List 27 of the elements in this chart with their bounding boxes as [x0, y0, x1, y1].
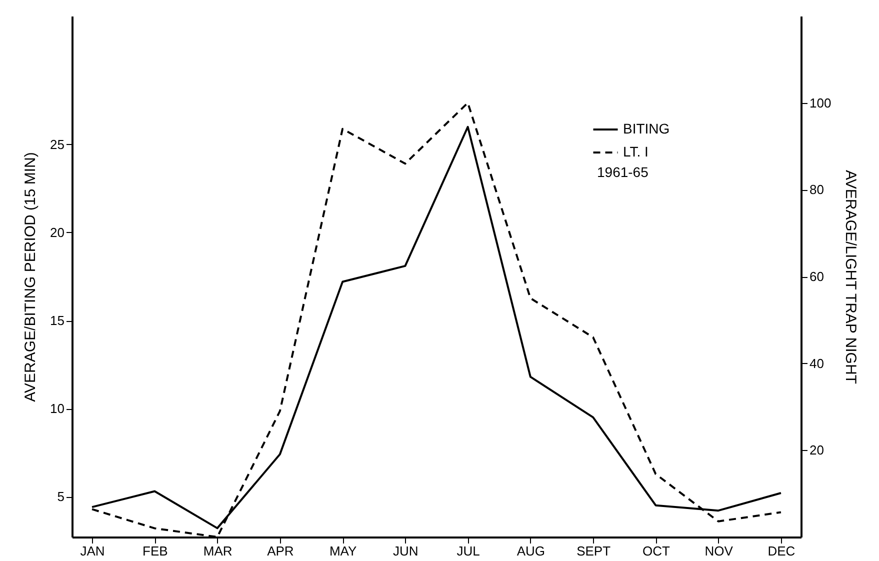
legend-label: BITING [623, 120, 670, 136]
y-axis-title: AVERAGE/BITING PERIOD (15 MIN) [22, 152, 40, 402]
x-tick-label: MAR [203, 544, 232, 558]
x-tick-label: JUN [393, 544, 418, 558]
x-tick-label: JUL [456, 544, 480, 558]
y-tick-label: 15 [50, 313, 64, 328]
y2-tick-label: 40 [810, 356, 824, 371]
y-tick-label: 20 [50, 224, 64, 240]
y2-tick-label: 20 [810, 442, 824, 458]
y-tick-label: 25 [50, 136, 64, 152]
y2-tick-label: 100 [810, 95, 832, 110]
annotation: 1961-65 [597, 164, 649, 180]
y2-tick-label: 80 [810, 182, 824, 198]
x-tick-label: APR [267, 544, 294, 558]
x-tick-label: NOV [704, 544, 734, 558]
x-tick-label: SEPT [576, 544, 611, 558]
x-tick-label: DEC [768, 544, 796, 558]
y-tick-label: 5 [57, 489, 64, 504]
y2-axis-title: AVERAGE/LIGHT TRAP NIGHT [842, 170, 860, 384]
x-tick-label: JAN [80, 544, 105, 558]
x-tick-label: MAY [329, 544, 357, 558]
y-tick-label: 10 [50, 401, 64, 416]
legend-label: LT. I [623, 144, 648, 160]
x-tick-label: OCT [642, 544, 670, 558]
y2-tick-label: 60 [810, 269, 824, 284]
x-tick-label: FEB [142, 544, 168, 558]
x-tick-label: AUG [516, 544, 546, 558]
